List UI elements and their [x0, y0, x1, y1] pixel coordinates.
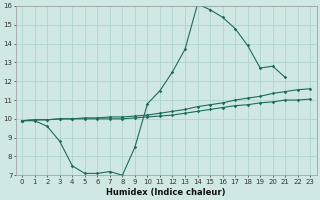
X-axis label: Humidex (Indice chaleur): Humidex (Indice chaleur) [107, 188, 226, 197]
